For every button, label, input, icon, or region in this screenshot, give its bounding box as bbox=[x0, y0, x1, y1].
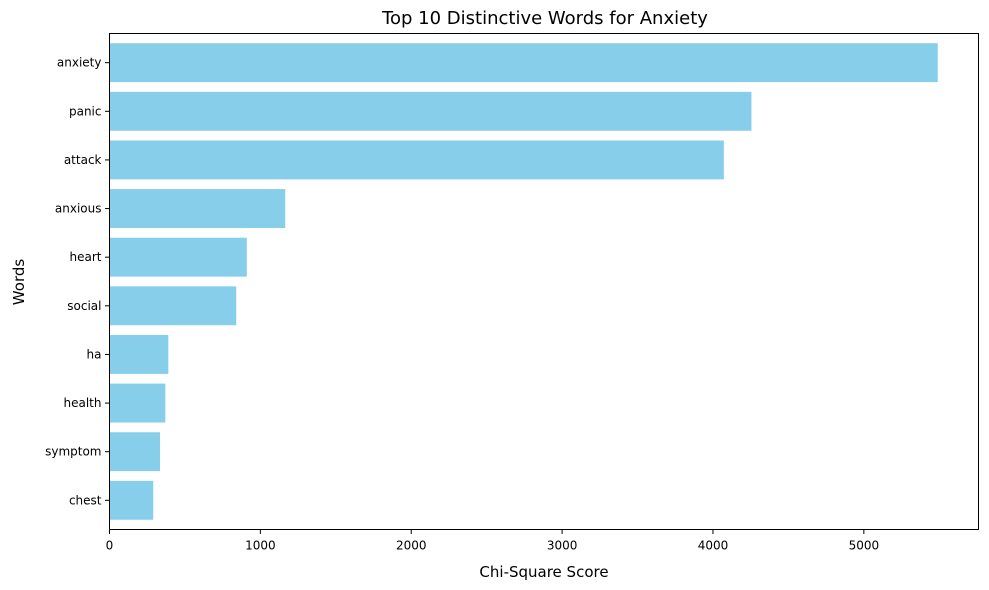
bar-heart bbox=[109, 237, 247, 277]
y-tick-label: anxiety bbox=[57, 56, 102, 70]
bar-health bbox=[109, 383, 166, 423]
chart-title: Top 10 Distinctive Words for Anxiety bbox=[381, 8, 708, 29]
bar-social bbox=[109, 286, 237, 326]
bars-layer bbox=[109, 43, 938, 520]
y-tick-label: anxious bbox=[55, 202, 102, 216]
y-tick-label: panic bbox=[69, 104, 102, 118]
x-tick-label: 5000 bbox=[849, 539, 880, 553]
y-tick-label: ha bbox=[87, 347, 102, 361]
y-tick-label: heart bbox=[70, 250, 102, 264]
plot-frame bbox=[109, 33, 979, 530]
bar-symptom bbox=[109, 432, 161, 472]
x-tick-label: 1000 bbox=[245, 539, 276, 553]
bar-chest bbox=[109, 480, 154, 520]
x-tick-label: 4000 bbox=[698, 539, 729, 553]
y-tick-label: attack bbox=[64, 153, 102, 167]
bar-attack bbox=[109, 140, 724, 180]
y-tick-label: symptom bbox=[45, 445, 101, 459]
bar-anxiety bbox=[109, 43, 938, 83]
bar-anxious bbox=[109, 189, 286, 229]
y-axis: anxiety panic attack anxious heart social ha he… bbox=[45, 56, 110, 507]
x-tick-label: 0 bbox=[106, 539, 114, 553]
x-axis: 0 1000 2000 3000 4000 5000 bbox=[106, 529, 880, 553]
y-axis-label: Words bbox=[10, 259, 28, 306]
x-tick-label: 3000 bbox=[547, 539, 578, 553]
y-tick-label: health bbox=[64, 396, 102, 410]
y-tick-label: social bbox=[67, 299, 101, 313]
bar-ha bbox=[109, 334, 169, 374]
x-tick-label: 2000 bbox=[396, 539, 427, 553]
bar-panic bbox=[109, 91, 752, 131]
y-tick-label: chest bbox=[69, 493, 102, 507]
x-axis-label: Chi-Square Score bbox=[479, 563, 608, 581]
